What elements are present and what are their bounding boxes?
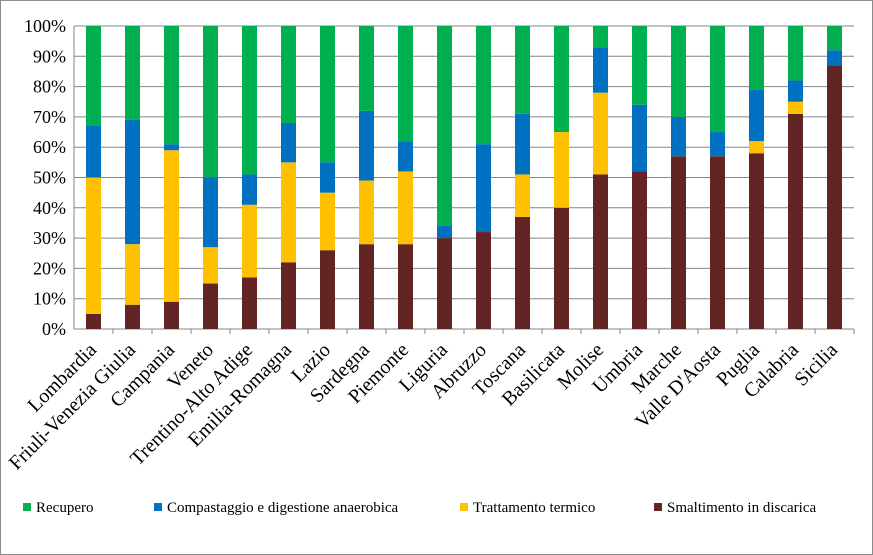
bar-emilia-romagna-compastaggio-e-digestione-anaerobica: [281, 122, 296, 163]
bar-liguria-smaltimento-in-discarica: [437, 238, 452, 329]
bar-sardegna-compastaggio-e-digestione-anaerobica: [359, 110, 374, 181]
bar-lazio-smaltimento-in-discarica: [320, 250, 335, 329]
bar-piemonte-trattamento-termico: [398, 171, 413, 245]
bar-trentino-alto-adige-trattamento-termico: [242, 204, 257, 278]
bar-veneto-smaltimento-in-discarica: [203, 283, 218, 329]
bar-piemonte-compastaggio-e-digestione-anaerobica: [398, 141, 413, 172]
bar-puglia-recupero: [749, 26, 764, 90]
y-tick-label: 100%: [24, 16, 66, 36]
bar-piemonte-recupero: [398, 26, 413, 142]
bar-lombardia-compastaggio-e-digestione-anaerobica: [86, 125, 101, 178]
legend-label: Trattamento termico: [473, 500, 595, 516]
y-tick-label: 60%: [33, 137, 66, 157]
bar-friuli-venezia-giulia-smaltimento-in-discarica: [125, 304, 140, 329]
bar-umbria-recupero: [632, 26, 647, 105]
bar-abruzzo-compastaggio-e-digestione-anaerobica: [476, 144, 491, 233]
y-tick-label: 40%: [33, 198, 66, 218]
bar-piemonte-smaltimento-in-discarica: [398, 244, 413, 329]
bar-liguria-recupero: [437, 26, 452, 226]
bar-toscana-trattamento-termico: [515, 174, 530, 217]
bar-veneto-recupero: [203, 26, 218, 178]
bar-trentino-alto-adige-smaltimento-in-discarica: [242, 277, 257, 329]
bar-valle-d-aosta-compastaggio-e-digestione-anaerobica: [710, 132, 725, 157]
bar-sicilia-compastaggio-e-digestione-anaerobica: [827, 50, 842, 66]
y-tick-label: 20%: [33, 258, 66, 278]
bar-campania-smaltimento-in-discarica: [164, 301, 179, 329]
bar-lazio-compastaggio-e-digestione-anaerobica: [320, 162, 335, 193]
y-tick-label: 90%: [33, 46, 66, 66]
bar-lombardia-trattamento-termico: [86, 177, 101, 314]
legend-swatch-recupero: [23, 503, 31, 511]
bar-toscana-smaltimento-in-discarica: [515, 216, 530, 329]
legend-label: Smaltimento in discarica: [667, 500, 816, 516]
legend-label: Compastaggio e digestione anaerobica: [167, 500, 399, 516]
bar-valle-d-aosta-smaltimento-in-discarica: [710, 156, 725, 329]
bar-umbria-compastaggio-e-digestione-anaerobica: [632, 104, 647, 172]
bar-marche-compastaggio-e-digestione-anaerobica: [671, 116, 686, 157]
legend-swatch-compastaggio-e-digestione-anaerobica: [154, 503, 162, 511]
bar-molise-compastaggio-e-digestione-anaerobica: [593, 47, 608, 93]
bar-veneto-compastaggio-e-digestione-anaerobica: [203, 177, 218, 248]
bar-marche-smaltimento-in-discarica: [671, 156, 686, 329]
y-tick-label: 0%: [42, 319, 66, 339]
y-tick-label: 30%: [33, 228, 66, 248]
legend-swatch-trattamento-termico: [460, 503, 468, 511]
bar-basilicata-trattamento-termico: [554, 132, 569, 208]
y-tick-label: 50%: [33, 168, 66, 188]
y-tick-label: 70%: [33, 107, 66, 127]
bar-abruzzo-smaltimento-in-discarica: [476, 232, 491, 329]
bar-lombardia-recupero: [86, 26, 101, 126]
x-tick-label: Sicilia: [790, 339, 842, 391]
bar-molise-trattamento-termico: [593, 92, 608, 175]
bar-emilia-romagna-trattamento-termico: [281, 162, 296, 263]
bar-molise-recupero: [593, 26, 608, 48]
bar-sicilia-recupero: [827, 26, 842, 51]
y-tick-label: 80%: [33, 77, 66, 97]
bar-sardegna-smaltimento-in-discarica: [359, 244, 374, 329]
bar-calabria-smaltimento-in-discarica: [788, 113, 803, 330]
bar-emilia-romagna-smaltimento-in-discarica: [281, 262, 296, 329]
bar-lazio-recupero: [320, 26, 335, 163]
bar-trentino-alto-adige-compastaggio-e-digestione-anaerobica: [242, 174, 257, 205]
bar-campania-trattamento-termico: [164, 150, 179, 302]
bar-friuli-venezia-giulia-trattamento-termico: [125, 244, 140, 305]
bar-lazio-trattamento-termico: [320, 192, 335, 251]
bar-valle-d-aosta-recupero: [710, 26, 725, 133]
bar-campania-compastaggio-e-digestione-anaerobica: [164, 144, 179, 151]
bar-marche-recupero: [671, 26, 686, 117]
bar-toscana-recupero: [515, 26, 530, 114]
bar-toscana-compastaggio-e-digestione-anaerobica: [515, 113, 530, 175]
bar-campania-recupero: [164, 26, 179, 145]
bar-umbria-smaltimento-in-discarica: [632, 171, 647, 329]
bar-puglia-smaltimento-in-discarica: [749, 153, 764, 329]
bar-sicilia-smaltimento-in-discarica: [827, 65, 842, 329]
bar-lombardia-smaltimento-in-discarica: [86, 313, 101, 329]
legend-label: Recupero: [36, 500, 93, 516]
bar-sardegna-recupero: [359, 26, 374, 111]
bar-veneto-trattamento-termico: [203, 247, 218, 284]
bar-molise-smaltimento-in-discarica: [593, 174, 608, 329]
bar-basilicata-smaltimento-in-discarica: [554, 207, 569, 329]
bar-trentino-alto-adige-recupero: [242, 26, 257, 175]
bar-abruzzo-recupero: [476, 26, 491, 145]
y-tick-label: 10%: [33, 289, 66, 309]
bar-puglia-trattamento-termico: [749, 141, 764, 154]
bar-calabria-trattamento-termico: [788, 101, 803, 114]
legend-swatch-smaltimento-in-discarica: [654, 503, 662, 511]
bar-liguria-compastaggio-e-digestione-anaerobica: [437, 225, 452, 239]
bar-friuli-venezia-giulia-recupero: [125, 26, 140, 120]
bar-calabria-recupero: [788, 26, 803, 81]
bar-emilia-romagna-recupero: [281, 26, 296, 123]
bar-calabria-compastaggio-e-digestione-anaerobica: [788, 80, 803, 102]
bar-basilicata-recupero: [554, 26, 569, 133]
bar-sardegna-trattamento-termico: [359, 180, 374, 245]
bar-friuli-venezia-giulia-compastaggio-e-digestione-anaerobica: [125, 119, 140, 245]
bar-puglia-compastaggio-e-digestione-anaerobica: [749, 89, 764, 142]
